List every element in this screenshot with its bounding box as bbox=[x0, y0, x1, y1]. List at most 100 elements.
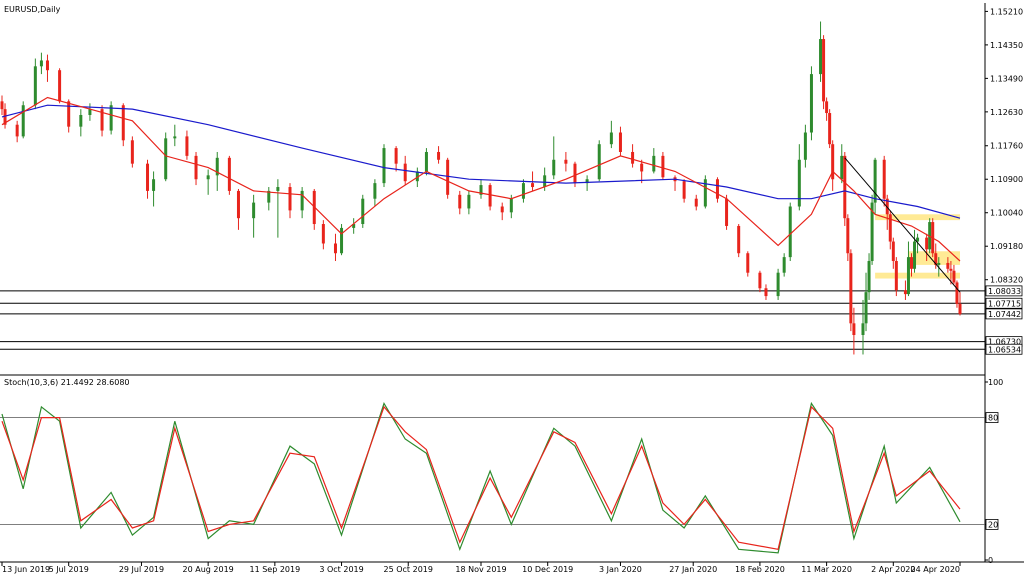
candle-body bbox=[479, 185, 483, 195]
candle-body bbox=[937, 262, 941, 265]
candle-body bbox=[782, 257, 786, 273]
descending-trendline bbox=[844, 157, 961, 293]
candle-body bbox=[819, 39, 823, 75]
candle-body bbox=[958, 303, 962, 314]
candle-body bbox=[488, 185, 492, 207]
candle-body bbox=[100, 109, 104, 131]
price-tick-label: 1.13490 bbox=[990, 74, 1023, 83]
stoch-signal-line bbox=[1, 405, 961, 550]
candle-body bbox=[152, 179, 156, 191]
candle-body bbox=[446, 159, 450, 195]
candle-body bbox=[321, 224, 325, 244]
level-label: 1.07715 bbox=[988, 299, 1021, 308]
moving-averages-layer bbox=[1, 96, 961, 262]
level-label: 1.08033 bbox=[988, 287, 1021, 296]
date-tick-label: 25 Oct 2019 bbox=[384, 565, 433, 574]
date-tick-label: 11 Sep 2019 bbox=[249, 565, 300, 574]
candle-body bbox=[276, 187, 280, 191]
stoch-main-line bbox=[1, 401, 961, 554]
candle-body bbox=[531, 183, 535, 188]
candle-body bbox=[236, 190, 240, 219]
candle-body bbox=[631, 151, 635, 164]
candle-body bbox=[955, 282, 959, 304]
candle-body bbox=[173, 136, 177, 139]
stoch-level-box bbox=[985, 412, 999, 424]
stoch-tick-label: 20 bbox=[988, 520, 998, 529]
candles-layer bbox=[0, 21, 962, 355]
candle-body bbox=[797, 159, 801, 207]
candle-body bbox=[215, 157, 219, 176]
level-label: 1.06730 bbox=[988, 338, 1021, 347]
candle-body bbox=[21, 105, 25, 137]
candle-body bbox=[458, 194, 462, 209]
candle-body bbox=[861, 323, 865, 336]
date-tick-label: 5 Jul 2019 bbox=[49, 565, 89, 574]
candle-body bbox=[909, 257, 913, 269]
price-tick-label: 1.10040 bbox=[990, 209, 1023, 218]
date-tick-label: 10 Dec 2019 bbox=[522, 565, 573, 574]
level-label-box bbox=[985, 297, 1023, 309]
candle-body bbox=[803, 132, 807, 160]
date-tick-label: 18 Nov 2019 bbox=[455, 565, 506, 574]
candle-body bbox=[661, 155, 665, 178]
candle-body bbox=[746, 253, 750, 273]
stoch-chart-title: Stoch(10,3,6) 21.4492 28.6080 bbox=[4, 378, 130, 387]
candle-body bbox=[333, 243, 337, 254]
price-tick-label: 1.15210 bbox=[990, 7, 1023, 16]
candle-body bbox=[597, 144, 601, 180]
candle-body bbox=[300, 190, 304, 211]
price-chart-title: EURUSD,Daily bbox=[4, 5, 61, 14]
candle-body bbox=[916, 237, 920, 242]
candle-body bbox=[543, 175, 547, 188]
date-tick-label: 18 Feb 2020 bbox=[735, 565, 785, 574]
zone-layer bbox=[875, 214, 960, 279]
candle-body bbox=[109, 105, 113, 131]
candle-body bbox=[288, 187, 292, 211]
candle-body bbox=[913, 241, 917, 269]
candle-body bbox=[146, 163, 150, 191]
support-resistance-zone bbox=[908, 251, 960, 265]
date-tick-label: 24 Apr 2020 bbox=[911, 565, 960, 574]
level-label-box bbox=[985, 285, 1023, 297]
stoch-tick-label: 0 bbox=[988, 556, 993, 565]
candle-body bbox=[682, 181, 686, 199]
candle-body bbox=[640, 163, 644, 172]
candle-body bbox=[552, 159, 556, 176]
candle-body bbox=[703, 179, 707, 207]
candle-body bbox=[894, 261, 898, 291]
candle-body bbox=[906, 257, 910, 295]
candle-body bbox=[843, 155, 847, 219]
candle-body bbox=[500, 206, 504, 213]
candle-body bbox=[564, 159, 568, 164]
support-resistance-zone bbox=[875, 272, 960, 279]
candle-body bbox=[758, 272, 762, 289]
candle-body bbox=[206, 175, 210, 180]
stoch-ticks-layer: 100 80 20 0 bbox=[985, 378, 1003, 565]
price-tick-label: 1.09180 bbox=[990, 242, 1023, 251]
candle-body bbox=[521, 183, 525, 199]
candle-body bbox=[652, 155, 656, 172]
candle-body bbox=[185, 136, 189, 156]
candle-body bbox=[840, 155, 844, 180]
candle-body bbox=[903, 290, 907, 295]
candle-body bbox=[3, 109, 7, 125]
date-tick-label: 29 Jul 2019 bbox=[119, 565, 164, 574]
candle-body bbox=[852, 323, 856, 336]
candle-body bbox=[776, 272, 780, 297]
fast-moving-average-line bbox=[1, 96, 961, 262]
support-resistance-zone bbox=[875, 214, 960, 221]
price-tick-label: 1.11760 bbox=[990, 142, 1023, 151]
level-label: 1.06534 bbox=[988, 345, 1021, 354]
candle-body bbox=[825, 101, 829, 114]
date-tick-label: 3 Jan 2020 bbox=[599, 565, 642, 574]
candle-body bbox=[867, 261, 871, 293]
candle-body bbox=[467, 194, 471, 209]
candle-body bbox=[58, 70, 62, 102]
candle-body bbox=[809, 74, 813, 133]
candle-body bbox=[882, 159, 886, 199]
candle-body bbox=[764, 288, 768, 297]
candle-body bbox=[509, 198, 513, 213]
